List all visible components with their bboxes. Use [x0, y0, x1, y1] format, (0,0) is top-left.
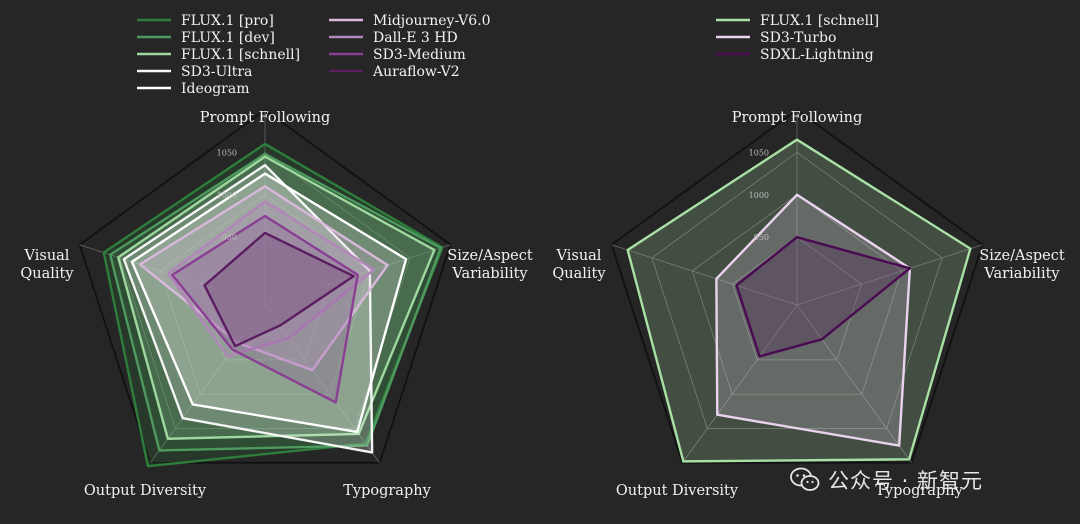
- axis-label-output-diversity: Output Diversity: [616, 483, 739, 499]
- spoke: [150, 304, 266, 463]
- series-midjourney-v6-0: [138, 185, 389, 372]
- legend-label-ideogram: Ideogram: [181, 81, 249, 97]
- tick-label: 1050: [217, 148, 237, 157]
- axis-label-typography: Typography: [875, 483, 963, 499]
- spoke: [611, 244, 798, 306]
- wechat-icon: [790, 467, 820, 493]
- axis-label-prompt-following: Prompt Following: [732, 110, 863, 126]
- axis-label-visual-quality: Visual Quality: [552, 248, 606, 282]
- legend-label-flux-1-dev: FLUX.1 [dev]: [181, 30, 275, 46]
- legend-label-sd3-turbo: SD3-Turbo: [760, 30, 836, 46]
- axis-label-output-diversity: Output Diversity: [84, 483, 207, 499]
- legend-label-auraflow-v2: Auraflow-V2: [372, 64, 460, 80]
- legend-label-sdxl-lightning: SDXL-Lightning: [760, 47, 874, 63]
- tick-label: 1050: [749, 148, 769, 157]
- series-sd3-medium: [171, 214, 359, 404]
- series-auraflow-v2: [203, 231, 355, 348]
- tick-label: 950: [222, 233, 237, 242]
- series-sdxl-lightning: [735, 235, 912, 358]
- legend-label-dall-e-3-hd: Dall-E 3 HD: [373, 30, 458, 46]
- legend-label-flux-1-pro: FLUX.1 [pro]: [181, 13, 274, 29]
- spoke: [682, 304, 798, 463]
- spoke: [264, 304, 380, 463]
- axis-label-size-aspect-variability: Size/Aspect Variability: [447, 248, 533, 282]
- watermark: 公众号 · 新智元: [790, 462, 1060, 498]
- spoke: [796, 304, 912, 463]
- axis-label-size-aspect-variability: Size/Aspect Variability: [979, 248, 1065, 282]
- legend-label-sd3-ultra: SD3-Ultra: [181, 64, 252, 80]
- watermark-text: 公众号 · 新智元: [828, 469, 984, 493]
- tick-label: 1000: [749, 191, 769, 200]
- legend-label-flux-1-schnell: FLUX.1 [schnell]: [181, 47, 300, 63]
- spoke: [796, 244, 983, 306]
- axis-label-typography: Typography: [343, 483, 431, 499]
- legend-label-sd3-medium: SD3-Medium: [373, 47, 466, 63]
- series-sd3-turbo: [715, 193, 912, 447]
- tick-label: 950: [754, 233, 769, 242]
- grid-ring: [732, 236, 862, 361]
- legend-label-midjourney-v6-0: Midjourney-V6.0: [373, 13, 491, 29]
- grid-ring: [200, 236, 330, 361]
- grid-ring: [691, 194, 903, 395]
- legend-1: FLUX.1 [pro]FLUX.1 [dev]FLUX.1 [schnell]…: [137, 13, 491, 97]
- radar-frame: [610, 108, 984, 464]
- legend-label-flux-1-schnell: FLUX.1 [schnell]: [760, 13, 879, 29]
- radar-chart-1: 950 1000 1050 Prompt Following Size/Aspect Va…: [20, 13, 532, 499]
- grid-ring: [159, 194, 371, 395]
- series-flux-1-dev: [108, 152, 442, 452]
- axis-label-visual-quality: Visual Quality: [20, 248, 74, 282]
- axis-label-prompt-following: Prompt Following: [200, 110, 331, 126]
- series-ideogram: [130, 172, 408, 434]
- radar-chart-2: 950 1000 1050 Prompt Following Size/Aspect Va…: [552, 13, 1064, 499]
- series-flux-1-schnell: [626, 138, 972, 463]
- tick-label: 1000: [217, 191, 237, 200]
- radar-frame: [78, 108, 452, 464]
